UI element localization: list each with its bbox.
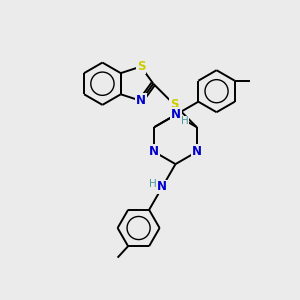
Text: S: S	[170, 98, 179, 111]
Text: N: N	[136, 94, 146, 107]
Text: H: H	[181, 116, 189, 126]
Text: N: N	[192, 145, 202, 158]
Text: S: S	[136, 60, 145, 73]
Text: N: N	[149, 145, 159, 158]
Text: N: N	[171, 108, 181, 121]
Text: N: N	[170, 108, 181, 122]
Text: H: H	[149, 179, 157, 189]
Text: N: N	[157, 181, 167, 194]
